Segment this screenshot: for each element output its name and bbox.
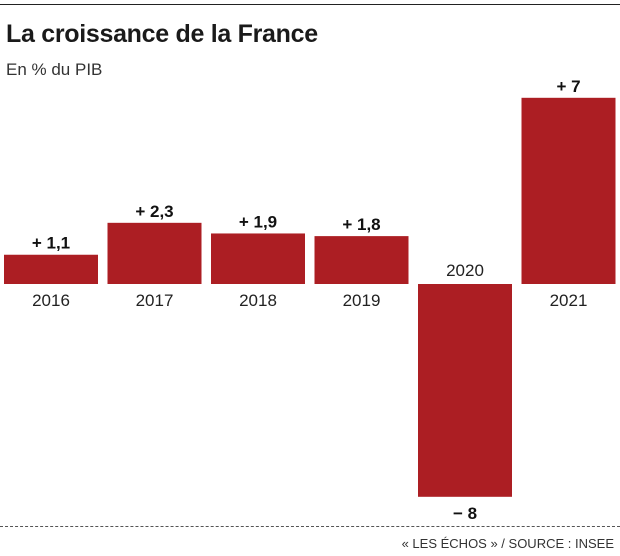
- bar-2016: [4, 254, 98, 284]
- category-label-2019: 2019: [343, 291, 381, 310]
- bar-2019: [314, 236, 409, 284]
- chart-subtitle: En % du PIB: [6, 60, 103, 79]
- category-label-2018: 2018: [239, 291, 277, 310]
- category-label-2021: 2021: [550, 291, 588, 310]
- bar-2018: [211, 233, 305, 284]
- category-label-2016: 2016: [32, 291, 70, 310]
- value-label-2019: + 1,8: [342, 215, 380, 234]
- value-label-2017: + 2,3: [135, 202, 173, 221]
- value-label-2020: − 8: [453, 504, 477, 523]
- bar-2020: [418, 284, 512, 497]
- chart-title: La croissance de la France: [6, 20, 318, 48]
- bottom-rule: [0, 526, 620, 527]
- value-label-2016: + 1,1: [32, 234, 70, 253]
- value-label-2018: + 1,9: [239, 212, 277, 231]
- value-label-2021: + 7: [556, 77, 580, 96]
- top-rule: [0, 4, 620, 5]
- source-credit: « LES ÉCHOS » / SOURCE : INSEE: [401, 536, 614, 551]
- category-label-2017: 2017: [136, 291, 174, 310]
- category-label-2020: 2020: [446, 261, 484, 280]
- bar-2017: [107, 222, 202, 284]
- bar-2021: [521, 97, 616, 284]
